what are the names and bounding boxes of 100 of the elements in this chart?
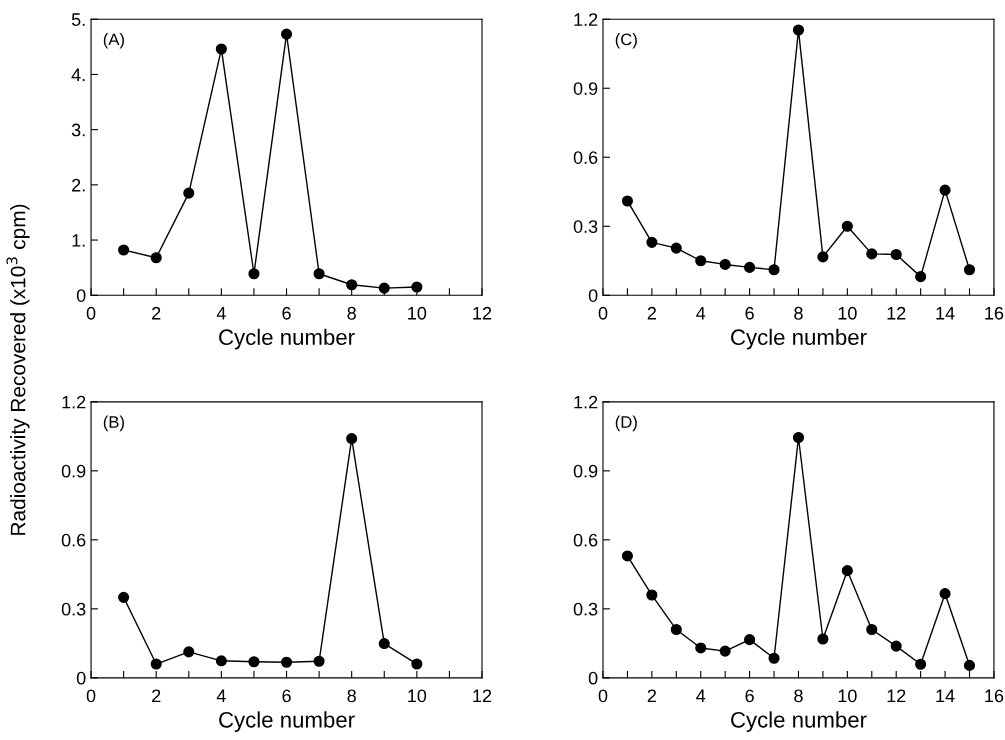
x-tick-label: 6 xyxy=(745,689,754,703)
point xyxy=(890,248,902,261)
point xyxy=(150,658,162,670)
point xyxy=(183,187,195,199)
point xyxy=(768,264,780,276)
point xyxy=(313,268,325,280)
x-tick-label: 0 xyxy=(598,689,608,703)
x-axis-title: Cycle number xyxy=(219,328,355,350)
x-tick-label: 12 xyxy=(887,689,906,703)
point xyxy=(768,652,780,664)
x-tick-label: 14 xyxy=(936,307,955,320)
point xyxy=(118,244,130,256)
point xyxy=(248,656,260,668)
annotation: (A) xyxy=(103,33,124,49)
y-tick-label: 5. xyxy=(71,13,85,26)
y-tick-label: 1. xyxy=(72,234,85,247)
point xyxy=(670,623,682,636)
x-tick-label: 10 xyxy=(408,689,427,703)
x-tick-label: 8 xyxy=(794,689,803,703)
y-tick-label: 0 xyxy=(76,289,86,302)
y-tick-label: 0.6 xyxy=(573,533,598,547)
x-tick-label: 0 xyxy=(86,306,96,320)
x-tick-label: 8 xyxy=(794,306,803,320)
y-axis-title: Radioactivity Recovered (x10$^{3}$ cpm) xyxy=(6,204,30,535)
point xyxy=(939,184,951,196)
x-axis-title: Cycle number xyxy=(731,328,867,350)
point xyxy=(963,659,976,671)
point xyxy=(963,264,976,276)
x-axis-title: Cycle number xyxy=(731,711,867,733)
x-tick-label: 6 xyxy=(745,306,754,320)
x-tick-label: 2 xyxy=(152,306,161,320)
x-tick-label: 10 xyxy=(838,689,857,703)
point xyxy=(621,195,633,207)
x-tick-label: 2 xyxy=(647,689,656,703)
point xyxy=(744,261,756,273)
point xyxy=(378,638,390,650)
y-tick-label: 1.2 xyxy=(62,395,86,409)
x-axis-title: Cycle number xyxy=(219,711,355,733)
y-tick-label: 1.2 xyxy=(574,395,598,409)
x-tick-label: 4 xyxy=(696,689,706,703)
x-tick-label: 16 xyxy=(985,306,1004,320)
point xyxy=(915,658,927,670)
point xyxy=(695,255,707,267)
x-tick-label: 4 xyxy=(216,689,226,703)
x-tick-label: 2 xyxy=(152,689,161,703)
y-tick-label: 0.9 xyxy=(573,82,598,95)
x-tick-label: 12 xyxy=(473,689,492,703)
point xyxy=(890,640,902,652)
x-tick-label: 0 xyxy=(598,306,608,320)
y-tick-label: 0.6 xyxy=(61,533,86,547)
point xyxy=(792,431,805,444)
annotation: (B) xyxy=(103,415,124,432)
x-tick-label: 16 xyxy=(985,689,1004,703)
y-tick-label: 0 xyxy=(588,289,598,302)
point xyxy=(280,656,293,668)
point xyxy=(183,646,195,658)
y-tick-label: 0.3 xyxy=(573,220,598,233)
point xyxy=(248,268,260,280)
point xyxy=(915,271,927,283)
y-tick-label: 3. xyxy=(71,123,85,137)
y-tick-label: 0.6 xyxy=(573,151,598,164)
y-tick-label: 0.3 xyxy=(573,602,598,616)
x-tick-label: 10 xyxy=(408,306,427,320)
annotation: (D) xyxy=(615,415,637,432)
point xyxy=(346,279,358,291)
y-tick-label: 0 xyxy=(588,671,598,685)
x-tick-label: 8 xyxy=(347,689,356,703)
point xyxy=(621,550,633,562)
x-tick-label: 12 xyxy=(473,306,492,320)
point xyxy=(150,252,162,264)
point xyxy=(866,248,878,260)
y-tick-label: 0 xyxy=(76,671,86,685)
x-tick-label: 6 xyxy=(282,689,291,703)
y-tick-label: 0.9 xyxy=(61,464,86,478)
x-tick-label: 10 xyxy=(838,306,857,320)
annotation: (C) xyxy=(615,33,637,49)
y-tick-label: 0.9 xyxy=(573,464,598,478)
point xyxy=(939,588,951,600)
point xyxy=(866,623,878,636)
point xyxy=(719,258,731,270)
y-tick-label: 1.2 xyxy=(574,13,598,26)
y-tick-label: 0.3 xyxy=(61,602,86,616)
point xyxy=(378,282,390,294)
point xyxy=(792,24,805,36)
point xyxy=(719,645,731,657)
x-tick-label: 6 xyxy=(282,306,291,320)
point xyxy=(670,242,682,254)
point xyxy=(215,43,227,55)
x-tick-label: 2 xyxy=(647,306,656,320)
point xyxy=(118,591,130,603)
x-tick-label: 12 xyxy=(887,306,906,320)
point xyxy=(646,236,658,248)
point xyxy=(215,655,227,667)
y-tick-label: 2. xyxy=(72,178,85,192)
point xyxy=(646,589,658,601)
x-tick-label: 8 xyxy=(347,306,356,320)
point xyxy=(411,658,423,670)
point xyxy=(280,28,293,40)
point xyxy=(346,433,358,445)
point xyxy=(817,251,829,263)
